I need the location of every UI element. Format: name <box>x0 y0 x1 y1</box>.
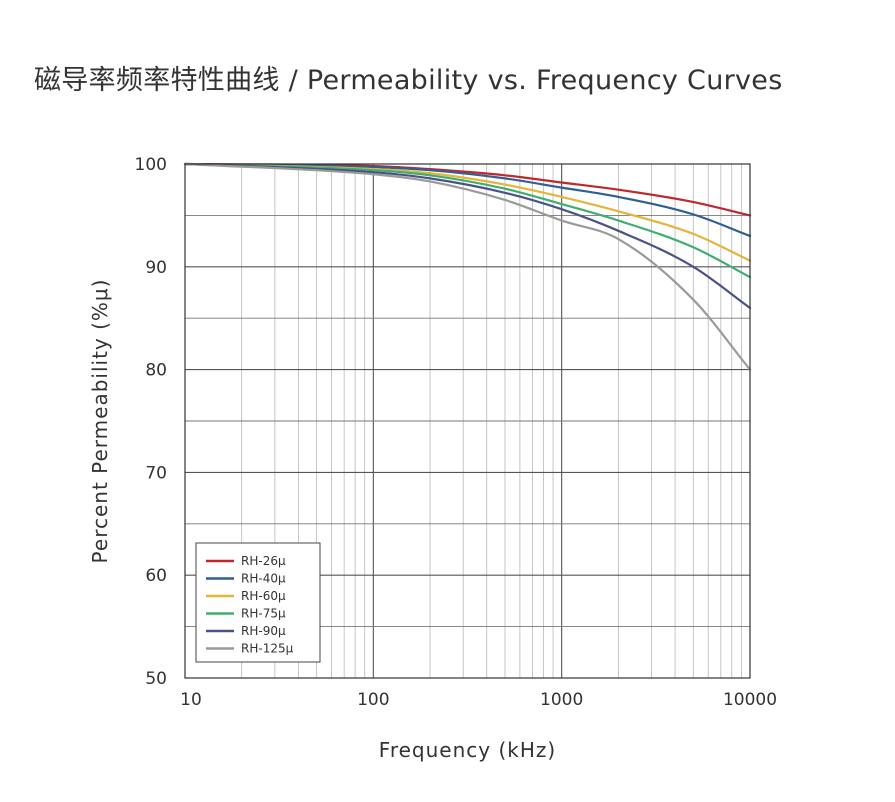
series-line-rh-40- <box>183 162 752 238</box>
series-line-rh-125- <box>183 162 752 371</box>
y-tick-label: 70 <box>145 463 167 483</box>
legend-label: RH-90μ <box>241 624 286 638</box>
y-tick-label: 80 <box>145 361 167 381</box>
x-axis-label: Frequency (kHz) <box>379 738 556 762</box>
legend-label: RH-75μ <box>241 607 286 621</box>
series-line-rh-90- <box>183 162 752 310</box>
x-tick-label: 10 <box>180 690 202 710</box>
x-tick-label: 10000 <box>723 690 777 710</box>
legend-label: RH-60μ <box>241 589 286 603</box>
series-layer <box>183 162 752 371</box>
series-line-rh-75- <box>183 162 752 279</box>
y-tick-label: 90 <box>145 258 167 278</box>
y-tick-label: 60 <box>145 566 167 586</box>
legend-label: RH-26μ <box>241 554 286 568</box>
plot-frame <box>184 163 751 679</box>
tick-labels: 10 100 1000 10000 100 90 80 70 60 50 <box>135 155 778 710</box>
y-tick-label: 100 <box>135 155 167 175</box>
series-line-rh-60- <box>183 162 752 262</box>
y-tick-label: 50 <box>145 669 167 689</box>
y-axis-label: Percent Permeability (%μ) <box>88 279 112 564</box>
legend-box <box>195 542 321 663</box>
x-tick-label: 100 <box>357 690 389 710</box>
legend: RH-26μ RH-40μ RH-60μ RH-75μ RH-90μ RH-125μ <box>195 542 321 663</box>
chart-title: 磁导率频率特性曲线 / Permeability vs. Frequency C… <box>34 65 783 96</box>
grid-layer <box>185 164 750 678</box>
legend-label: RH-40μ <box>241 572 286 586</box>
x-tick-label: 1000 <box>540 690 583 710</box>
legend-label: RH-125μ <box>241 642 294 656</box>
